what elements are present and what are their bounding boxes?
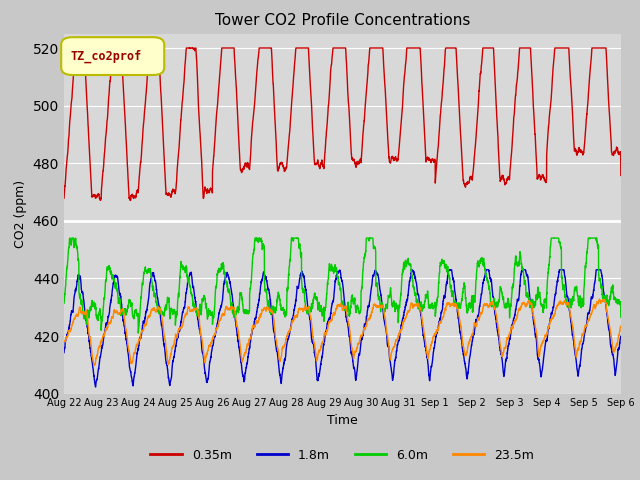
23.5m (436, 319, 444, 325)
6.0m (617, 314, 625, 320)
6.0m (468, 299, 476, 304)
0.35m (436, 111, 444, 117)
0.35m (616, 149, 624, 155)
Line: 1.8m: 1.8m (64, 270, 621, 387)
X-axis label: Time: Time (327, 414, 358, 427)
6.0m (616, 300, 624, 306)
0.35m (97, 197, 104, 203)
0.35m (60, 195, 68, 201)
1.8m (408, 267, 415, 273)
0.35m (468, 174, 476, 180)
0.35m (161, 157, 168, 163)
0.35m (151, 45, 159, 51)
6.0m (322, 303, 330, 309)
1.8m (436, 315, 444, 321)
6.0m (161, 312, 168, 318)
6.0m (436, 261, 444, 266)
0.35m (322, 136, 330, 142)
Y-axis label: CO2 (ppm): CO2 (ppm) (14, 180, 28, 248)
23.5m (596, 296, 604, 302)
23.5m (616, 325, 624, 331)
23.5m (499, 352, 507, 358)
1.8m (161, 341, 168, 347)
1.8m (322, 330, 330, 336)
0.35m (617, 173, 625, 179)
6.0m (66, 235, 74, 241)
Line: 23.5m: 23.5m (64, 299, 621, 365)
23.5m (322, 332, 330, 338)
1.8m (60, 350, 68, 356)
0.35m (499, 173, 507, 179)
FancyBboxPatch shape (61, 37, 164, 75)
1.8m (499, 365, 507, 371)
Title: Tower CO2 Profile Concentrations: Tower CO2 Profile Concentrations (214, 13, 470, 28)
23.5m (617, 323, 625, 329)
Line: 0.35m: 0.35m (64, 48, 621, 200)
1.8m (468, 343, 476, 348)
23.5m (161, 332, 168, 338)
Legend: 0.35m, 1.8m, 6.0m, 23.5m: 0.35m, 1.8m, 6.0m, 23.5m (145, 444, 540, 467)
1.8m (616, 336, 624, 342)
6.0m (499, 297, 507, 302)
23.5m (467, 334, 475, 339)
6.0m (60, 300, 68, 306)
23.5m (90, 362, 98, 368)
1.8m (92, 384, 99, 390)
Line: 6.0m: 6.0m (64, 238, 621, 333)
23.5m (60, 338, 68, 344)
6.0m (134, 330, 142, 336)
1.8m (617, 333, 625, 339)
Text: TZ_co2prof: TZ_co2prof (70, 49, 142, 63)
